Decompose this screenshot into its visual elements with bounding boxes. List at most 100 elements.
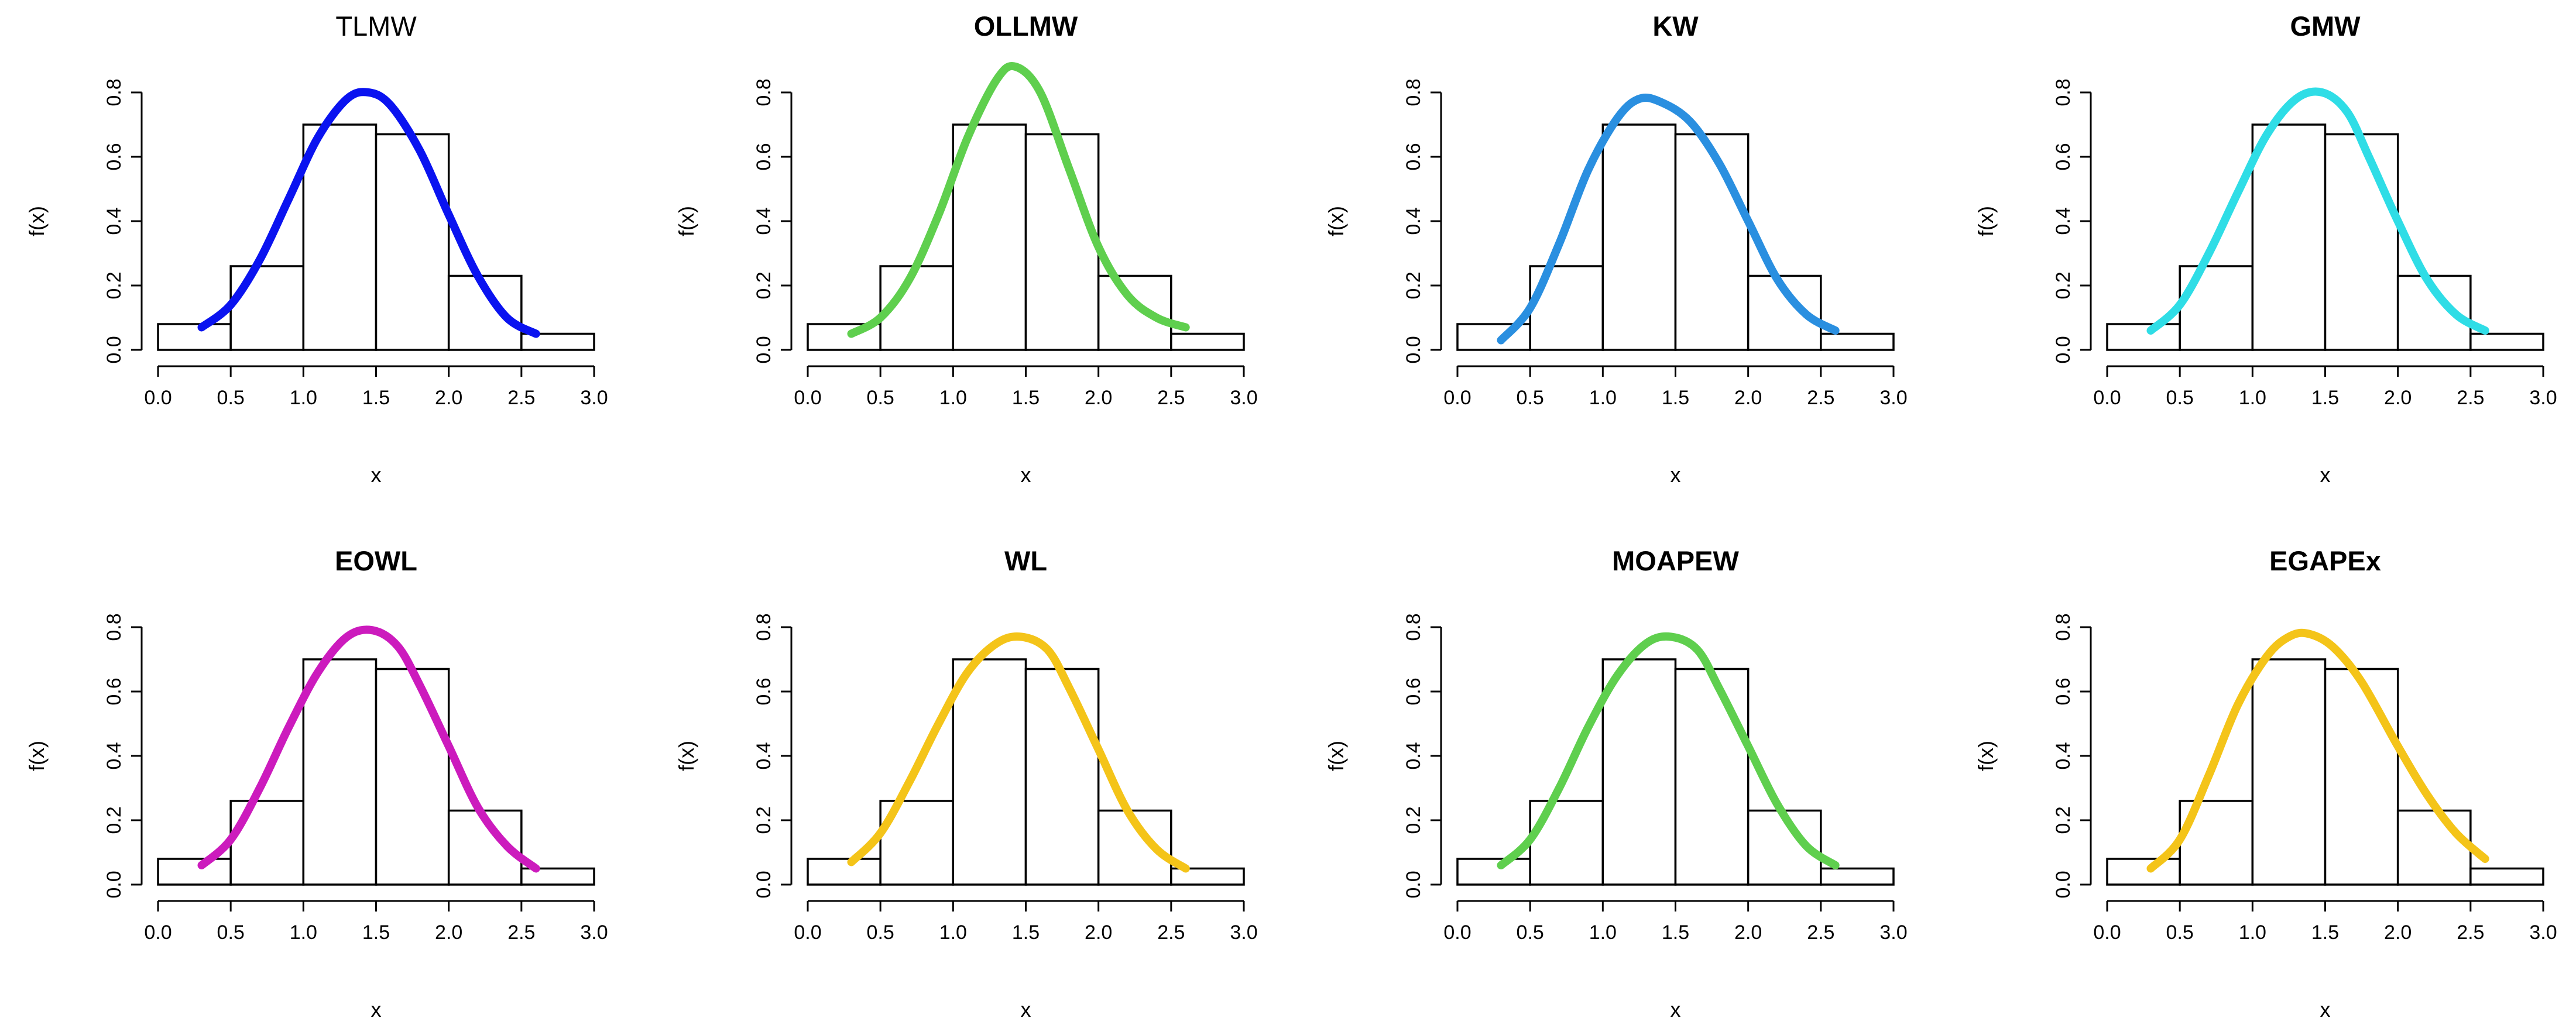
y-tick-label: 0.4: [1402, 207, 1425, 235]
panel-title: GMW: [2290, 11, 2361, 42]
x-tick-label: 3.0: [2529, 921, 2557, 944]
y-tick-label: 0.6: [1402, 143, 1425, 170]
panel-title: WL: [1004, 545, 1047, 576]
y-tick-label: 0.4: [2052, 207, 2074, 235]
histogram-bar: [302, 123, 378, 351]
y-tick-label: 0.0: [2052, 336, 2074, 363]
y-tick-label: 0.8: [103, 78, 125, 106]
x-tick-label: 0.5: [1517, 387, 1544, 409]
density-curve: [197, 88, 540, 338]
x-tick-label: 0.0: [1443, 921, 1471, 944]
x-axis-title: x: [371, 998, 382, 1021]
y-tick-label: 0.2: [103, 806, 125, 834]
histogram-bar: [1097, 274, 1172, 351]
y-tick-label: 0.2: [103, 271, 125, 299]
x-axis-title: x: [1021, 463, 1031, 487]
y-tick-label: 0.0: [103, 871, 125, 898]
x-tick-label: 2.0: [2384, 387, 2412, 409]
y-tick-label: 0.6: [103, 677, 125, 705]
x-tick-label: 2.0: [435, 921, 462, 944]
histogram-bar: [1170, 332, 1245, 351]
x-tick-label: 0.0: [2093, 921, 2121, 944]
histogram-bar: [2106, 323, 2181, 351]
x-tick-label: 0.5: [2166, 387, 2194, 409]
y-tick-label: 0.6: [1402, 677, 1425, 705]
panel-eowl: EOWL 0.0 0.5 1.0 1.5 2.0 2.5 3.0 x 0.0 0.2 0.4 0.6 0.…: [25, 545, 608, 1021]
x-tick-label: 2.0: [1734, 921, 1762, 944]
histogram-bar: [2251, 658, 2327, 886]
y-tick-label: 0.2: [2052, 806, 2074, 834]
x-tick-label: 1.5: [2311, 387, 2339, 409]
x-tick-label: 1.0: [2239, 387, 2266, 409]
histogram-bar: [1674, 133, 1750, 351]
x-tick-label: 3.0: [2529, 387, 2557, 409]
x-tick-label: 2.5: [2457, 387, 2484, 409]
y-tick-label: 0.2: [753, 806, 775, 834]
x-axis-title: x: [2320, 998, 2331, 1021]
y-tick-label: 0.8: [1402, 613, 1425, 641]
x-tick-label: 2.5: [507, 387, 535, 409]
histogram-bar: [229, 800, 305, 886]
y-tick-label: 0.4: [753, 207, 775, 235]
x-tick-label: 1.5: [1012, 921, 1040, 944]
x-tick-label: 2.0: [435, 387, 462, 409]
y-tick-label: 0.2: [1402, 806, 1425, 834]
histogram-bar: [952, 658, 1027, 886]
histogram-bar: [1170, 867, 1245, 886]
panel-title: EOWL: [335, 545, 417, 576]
panel-tlmw: TLMW 0.0 0.5 1.0 1.5 2.0 2.5 3.0 x 0.0 0.2 0.4 0.6 0.…: [25, 11, 608, 487]
x-tick-label: 0.0: [144, 387, 171, 409]
histogram-bar: [2469, 867, 2544, 886]
panel-title: KW: [1652, 11, 1699, 42]
histogram-bar: [1820, 332, 1895, 351]
x-tick-label: 1.0: [939, 921, 967, 944]
x-tick-label: 3.0: [580, 921, 608, 944]
x-tick-label: 1.0: [1589, 387, 1617, 409]
y-tick-label: 0.4: [103, 207, 125, 235]
x-tick-label: 2.0: [1085, 921, 1112, 944]
panel-title: TLMW: [335, 11, 417, 42]
x-axis-title: x: [371, 463, 382, 487]
panel-egapex: EGAPEx 0.0 0.5 1.0 1.5 2.0 2.5 3.0 x 0.0 0.2 0.4 0.6…: [1974, 545, 2557, 1021]
histogram-bar: [1024, 668, 1100, 886]
x-tick-label: 0.0: [1443, 387, 1471, 409]
y-tick-label: 0.8: [753, 613, 775, 641]
histogram-bar: [2106, 858, 2181, 886]
y-tick-label: 0.8: [1402, 78, 1425, 106]
histogram-bar: [2251, 123, 2327, 351]
panel-wl: WL 0.0 0.5 1.0 1.5 2.0 2.5 3.0 x 0.0 0.2 0.4 0.6 0.8 f…: [674, 545, 1258, 1021]
histogram-bar: [2179, 265, 2254, 351]
density-curve: [2146, 87, 2489, 335]
y-axis-title: f(x): [1324, 741, 1348, 771]
x-tick-label: 1.5: [1012, 387, 1040, 409]
x-tick-label: 1.0: [939, 387, 967, 409]
y-tick-label: 0.6: [103, 143, 125, 170]
histogram-bar: [1456, 858, 1531, 886]
y-axis-title: f(x): [1324, 206, 1348, 236]
histogram-bar: [1674, 668, 1750, 886]
y-tick-label: 0.0: [753, 336, 775, 363]
y-tick-label: 0.2: [753, 271, 775, 299]
y-tick-label: 0.8: [753, 78, 775, 106]
x-tick-label: 0.5: [1517, 921, 1544, 944]
panel-kw: KW 0.0 0.5 1.0 1.5 2.0 2.5 3.0 x 0.0 0.2 0.4 0.6 0.8 f…: [1324, 11, 1908, 487]
y-tick-label: 0.8: [2052, 78, 2074, 106]
x-tick-label: 3.0: [1879, 387, 1907, 409]
x-tick-label: 2.5: [507, 921, 535, 944]
histogram-bar: [1601, 123, 1677, 351]
x-tick-label: 1.0: [2239, 921, 2266, 944]
x-tick-label: 2.0: [1085, 387, 1112, 409]
histogram-bar: [229, 265, 305, 351]
y-axis-title: f(x): [1974, 206, 1998, 236]
y-tick-label: 0.4: [2052, 742, 2074, 769]
x-tick-label: 0.5: [867, 921, 894, 944]
x-tick-label: 1.0: [290, 921, 317, 944]
y-tick-label: 0.6: [753, 677, 775, 705]
histogram-bar: [520, 867, 595, 886]
x-tick-label: 0.5: [217, 921, 245, 944]
x-tick-label: 2.5: [1157, 387, 1185, 409]
y-tick-label: 0.0: [753, 871, 775, 898]
histogram-bar: [952, 123, 1027, 351]
density-curve: [2146, 628, 2489, 873]
